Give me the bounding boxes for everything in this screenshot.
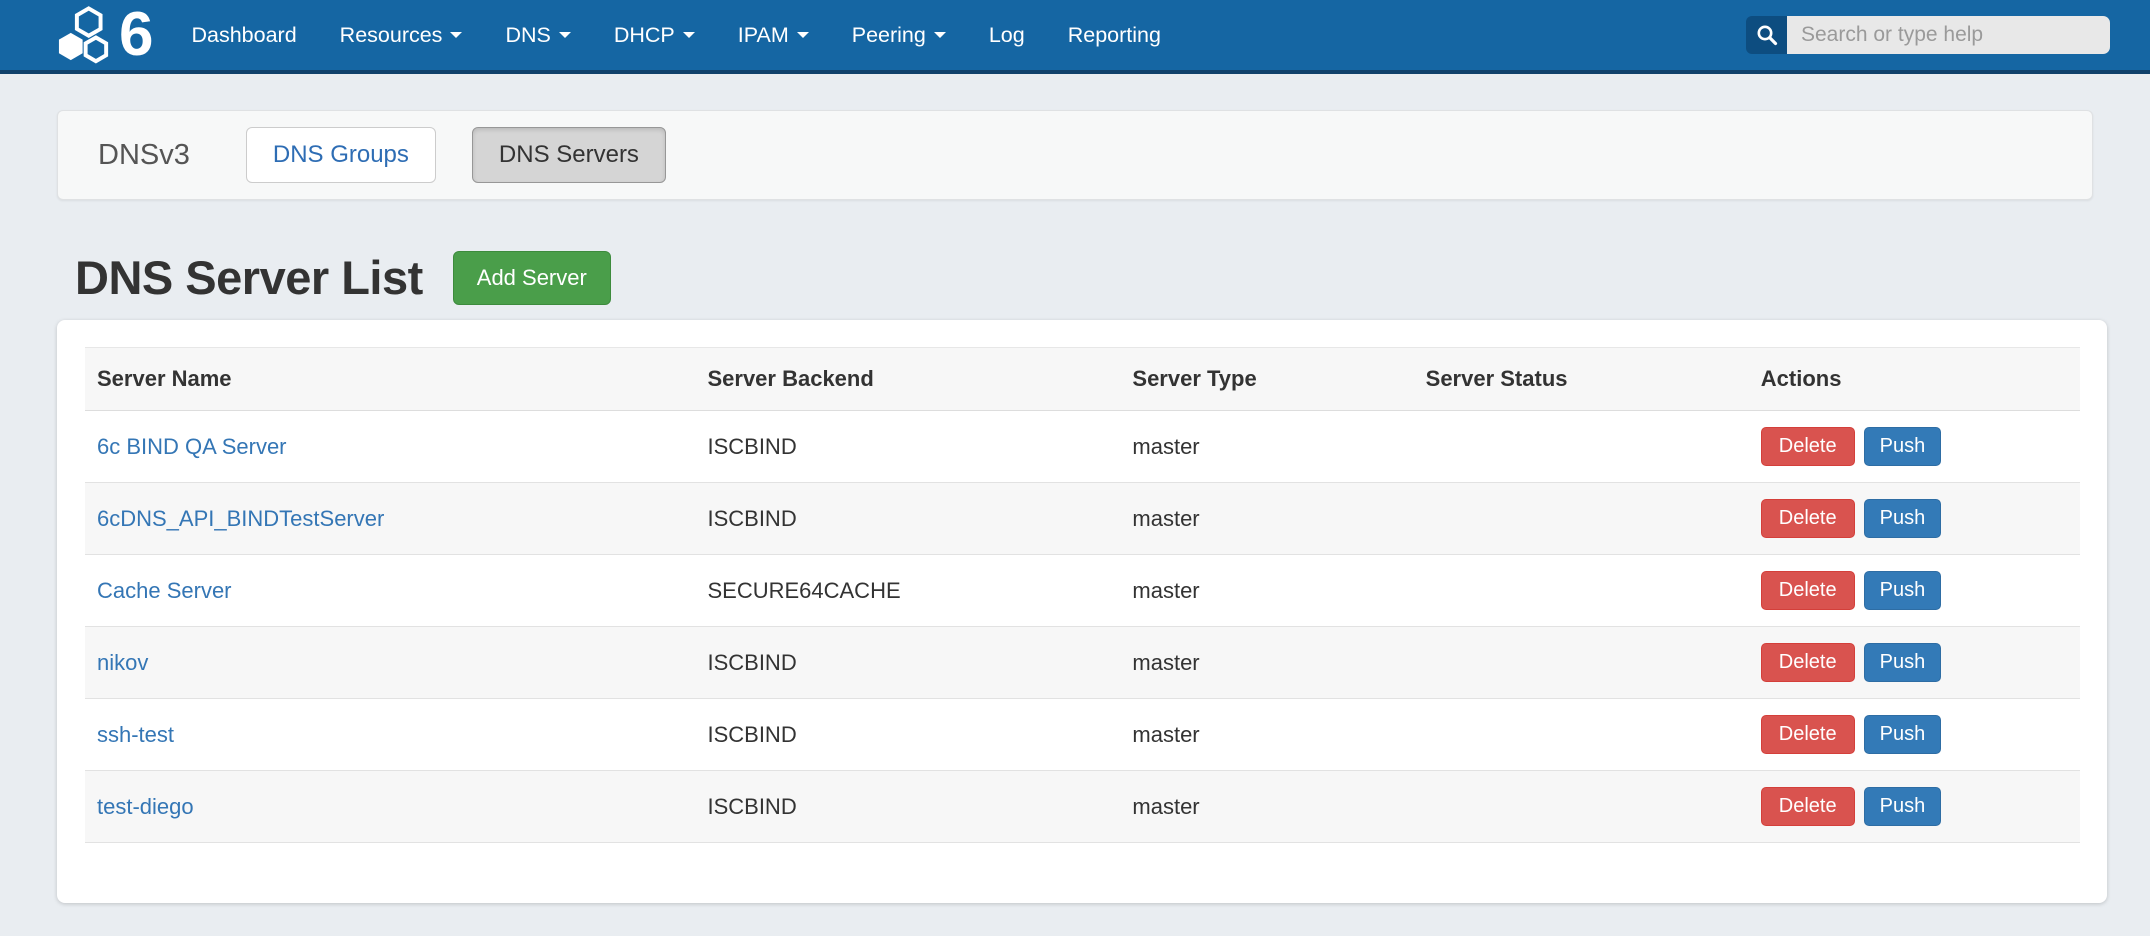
nav-item-dhcp[interactable]: DHCP [614,23,695,48]
global-search [1746,16,2110,54]
server-status-cell [1413,410,1749,483]
delete-button[interactable]: Delete [1760,787,1855,826]
col-server-name: Server Name [85,347,696,411]
nav-item-resources[interactable]: Resources [340,23,463,48]
page-title: DNS Server List [75,251,423,304]
dnsv3-toolbar: DNSv3 DNS Groups DNS Servers [57,110,2093,200]
nav-label: DNS [505,22,551,47]
table-row: Cache Server SECURE64CACHE master Delete… [85,554,2080,627]
push-button[interactable]: Push [1863,427,1942,466]
top-navbar: 6 Dashboard Resources DNS DHCP IPAM Peer… [0,0,2150,74]
delete-button[interactable]: Delete [1760,643,1855,682]
col-server-type: Server Type [1120,347,1414,411]
main-nav: Dashboard Resources DNS DHCP IPAM Peerin… [191,23,1160,48]
table-row: 6c BIND QA Server ISCBIND master Delete P… [85,410,2080,483]
chevron-down-icon [796,32,809,38]
col-actions: Actions [1748,347,2080,411]
server-backend-cell: ISCBIND [695,698,1121,771]
tab-dns-groups[interactable]: DNS Groups [245,126,436,184]
table-row: ssh-test ISCBIND master Delete Push [85,698,2080,771]
dnsv3-title: DNSv3 [98,138,190,171]
server-status-cell [1413,770,1749,843]
server-type-cell: master [1120,554,1414,627]
server-status-cell [1413,698,1749,771]
server-status-cell [1413,554,1749,627]
nav-item-reporting[interactable]: Reporting [1068,23,1161,48]
nav-item-dashboard[interactable]: Dashboard [191,23,296,48]
table-row: 6cDNS_API_BINDTestServer ISCBIND master … [85,482,2080,555]
server-name-link[interactable]: 6c BIND QA Server [97,433,287,459]
hexagon-logo-icon [55,0,121,71]
server-type-cell: master [1120,770,1414,843]
push-button[interactable]: Push [1863,571,1942,610]
nav-label: Dashboard [191,22,297,47]
server-type-cell: master [1120,626,1414,699]
table-row: test-diego ISCBIND master Delete Push [85,770,2080,843]
table-header-row: Server Name Server Backend Server Type S… [85,347,2080,411]
push-button[interactable]: Push [1863,499,1942,538]
nav-label: IPAM [737,22,789,47]
nav-item-ipam[interactable]: IPAM [738,23,809,48]
col-server-backend: Server Backend [695,347,1121,411]
server-list-card: Server Name Server Backend Server Type S… [57,320,2107,903]
server-status-cell [1413,482,1749,555]
chevron-down-icon [682,32,695,38]
server-type-cell: master [1120,482,1414,555]
server-type-cell: master [1120,698,1414,771]
brand-logo[interactable]: 6 [55,0,154,71]
nav-item-dns[interactable]: DNS [505,22,571,48]
server-name-link[interactable]: Cache Server [97,577,232,603]
push-button[interactable]: Push [1863,715,1942,754]
nav-label: DHCP [613,22,675,47]
server-backend-cell: ISCBIND [695,410,1121,483]
add-server-button[interactable]: Add Server [452,250,611,305]
server-name-link[interactable]: test-diego [97,793,194,819]
chevron-down-icon [450,32,463,38]
nav-label: Log [988,22,1025,47]
push-button[interactable]: Push [1863,643,1942,682]
delete-button[interactable]: Delete [1760,427,1855,466]
nav-label: Reporting [1067,22,1161,47]
server-type-cell: master [1120,410,1414,483]
brand-six-text: 6 [119,0,154,69]
server-status-cell [1413,626,1749,699]
delete-button[interactable]: Delete [1760,571,1855,610]
nav-label: Resources [339,22,443,47]
col-server-status: Server Status [1413,347,1749,411]
server-name-link[interactable]: nikov [97,649,149,675]
server-name-link[interactable]: ssh-test [97,721,175,747]
search-input[interactable] [1787,16,2110,54]
table-row: nikov ISCBIND master Delete Push [85,626,2080,699]
page-header: DNS Server List Add Server [75,250,2150,305]
dns-server-table: Server Name Server Backend Server Type S… [85,347,2080,843]
search-icon[interactable] [1746,16,1787,54]
delete-button[interactable]: Delete [1760,499,1855,538]
push-button[interactable]: Push [1863,787,1942,826]
server-backend-cell: ISCBIND [695,626,1121,699]
chevron-down-icon [933,32,946,38]
server-backend-cell: ISCBIND [695,482,1121,555]
nav-label: Peering [851,22,926,47]
server-backend-cell: SECURE64CACHE [695,554,1121,627]
delete-button[interactable]: Delete [1760,715,1855,754]
chevron-down-icon [558,32,571,38]
nav-item-peering[interactable]: Peering [852,23,946,48]
nav-item-log[interactable]: Log [989,23,1025,48]
server-backend-cell: ISCBIND [695,770,1121,843]
tab-dns-servers[interactable]: DNS Servers [471,126,666,184]
server-name-link[interactable]: 6cDNS_API_BINDTestServer [97,505,385,531]
